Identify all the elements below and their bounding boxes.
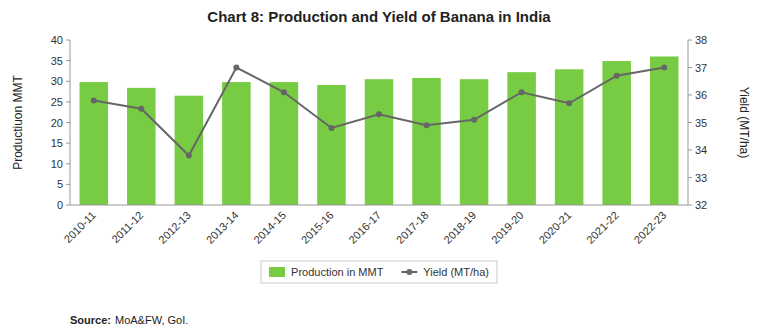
y2-tick-label: 36	[695, 89, 707, 101]
bar	[80, 82, 109, 205]
y2-tick	[688, 122, 692, 123]
y2-tick-label: 38	[695, 34, 707, 46]
legend-frame	[261, 261, 497, 283]
line-marker	[138, 106, 144, 112]
y2-axis-label: Yield (MT/ha)	[737, 87, 751, 159]
x-tick-label: 2020-21	[536, 209, 573, 246]
y-tick	[66, 184, 70, 185]
source-text: MoA&FW, GoI.	[115, 314, 188, 326]
chart: Chart 8: Production and Yield of Banana …	[0, 0, 758, 334]
x-tick-label: 2022-23	[631, 209, 668, 246]
line-marker	[519, 89, 525, 95]
x-tick-label: 2019-20	[489, 209, 526, 246]
line	[94, 68, 664, 156]
x-tick-label: 2011-12	[109, 209, 145, 245]
bar	[365, 79, 394, 205]
line-marker	[233, 65, 239, 71]
bar	[650, 57, 679, 206]
y-tick	[66, 205, 70, 206]
legend-item: Production in MMT	[269, 266, 384, 278]
y2-tick-label: 34	[695, 144, 707, 156]
line-marker	[281, 89, 287, 95]
y-tick	[66, 101, 70, 102]
y2-tick-label: 35	[695, 117, 707, 129]
y2-tick-label: 33	[695, 172, 707, 184]
y-tick-label: 30	[51, 75, 63, 87]
x-tick-label: 2010-11	[62, 209, 98, 245]
x-tick-label: 2014-15	[251, 209, 288, 246]
y-tick-label: 15	[51, 137, 63, 149]
legend-swatch	[269, 267, 285, 277]
y-tick-label: 35	[51, 55, 63, 67]
legend: Production in MMT Yield (MT/ha)	[261, 261, 497, 283]
x-tick-label: 2015-16	[299, 209, 336, 246]
line-marker	[471, 117, 477, 123]
legend-item: Yield (MT/ha)	[401, 266, 489, 278]
legend-label: Yield (MT/ha)	[423, 266, 489, 278]
y2-tick	[688, 150, 692, 151]
x-tick-label: 2013-14	[204, 209, 241, 246]
y-tick-label: 25	[51, 96, 63, 108]
y2-tick-label: 37	[695, 62, 707, 74]
line-marker	[424, 122, 430, 128]
title: Chart 8: Production and Yield of Banana …	[207, 8, 551, 25]
y-tick	[66, 40, 70, 41]
x-tick-label: 2012-13	[156, 209, 193, 246]
line-marker	[661, 65, 667, 71]
bar	[412, 78, 441, 205]
y2-tick	[688, 205, 692, 206]
y-tick	[66, 122, 70, 123]
line-marker	[566, 100, 572, 106]
line-marker	[614, 73, 620, 79]
y-tick-label: 40	[51, 34, 63, 46]
y-tick-label: 5	[57, 178, 63, 190]
y2-tick	[688, 40, 692, 41]
bar	[317, 85, 346, 205]
line-marker	[186, 153, 192, 159]
y2-tick-label: 32	[695, 199, 707, 211]
x-tick-label: 2018-19	[441, 209, 478, 246]
bar	[222, 82, 251, 205]
legend-marker	[406, 269, 412, 275]
line-marker	[328, 125, 334, 131]
y-tick	[66, 60, 70, 61]
y-tick-label: 0	[57, 199, 63, 211]
line-marker	[376, 111, 382, 117]
source-text: Source:	[70, 314, 111, 326]
y2-tick	[688, 67, 692, 68]
x-tick-label: 2016-17	[346, 209, 383, 246]
marks	[80, 57, 679, 206]
y2-tick	[688, 95, 692, 96]
line-marker	[91, 98, 97, 104]
y-tick-label: 10	[51, 158, 63, 170]
x-tick-label: 2021-22	[584, 209, 621, 246]
x-tick-label: 2017-18	[394, 209, 431, 246]
y-tick	[66, 81, 70, 82]
x-axis	[70, 205, 688, 206]
bar	[555, 69, 584, 205]
bar	[507, 72, 536, 205]
y-tick	[66, 143, 70, 144]
y-axis-label: Productiuon MMT	[11, 74, 25, 169]
bar	[460, 79, 489, 205]
y2-tick	[688, 177, 692, 178]
y-tick-label: 20	[51, 117, 63, 129]
legend-label: Production in MMT	[291, 266, 384, 278]
y-tick	[66, 163, 70, 164]
bar	[175, 96, 204, 205]
bar	[127, 88, 156, 205]
